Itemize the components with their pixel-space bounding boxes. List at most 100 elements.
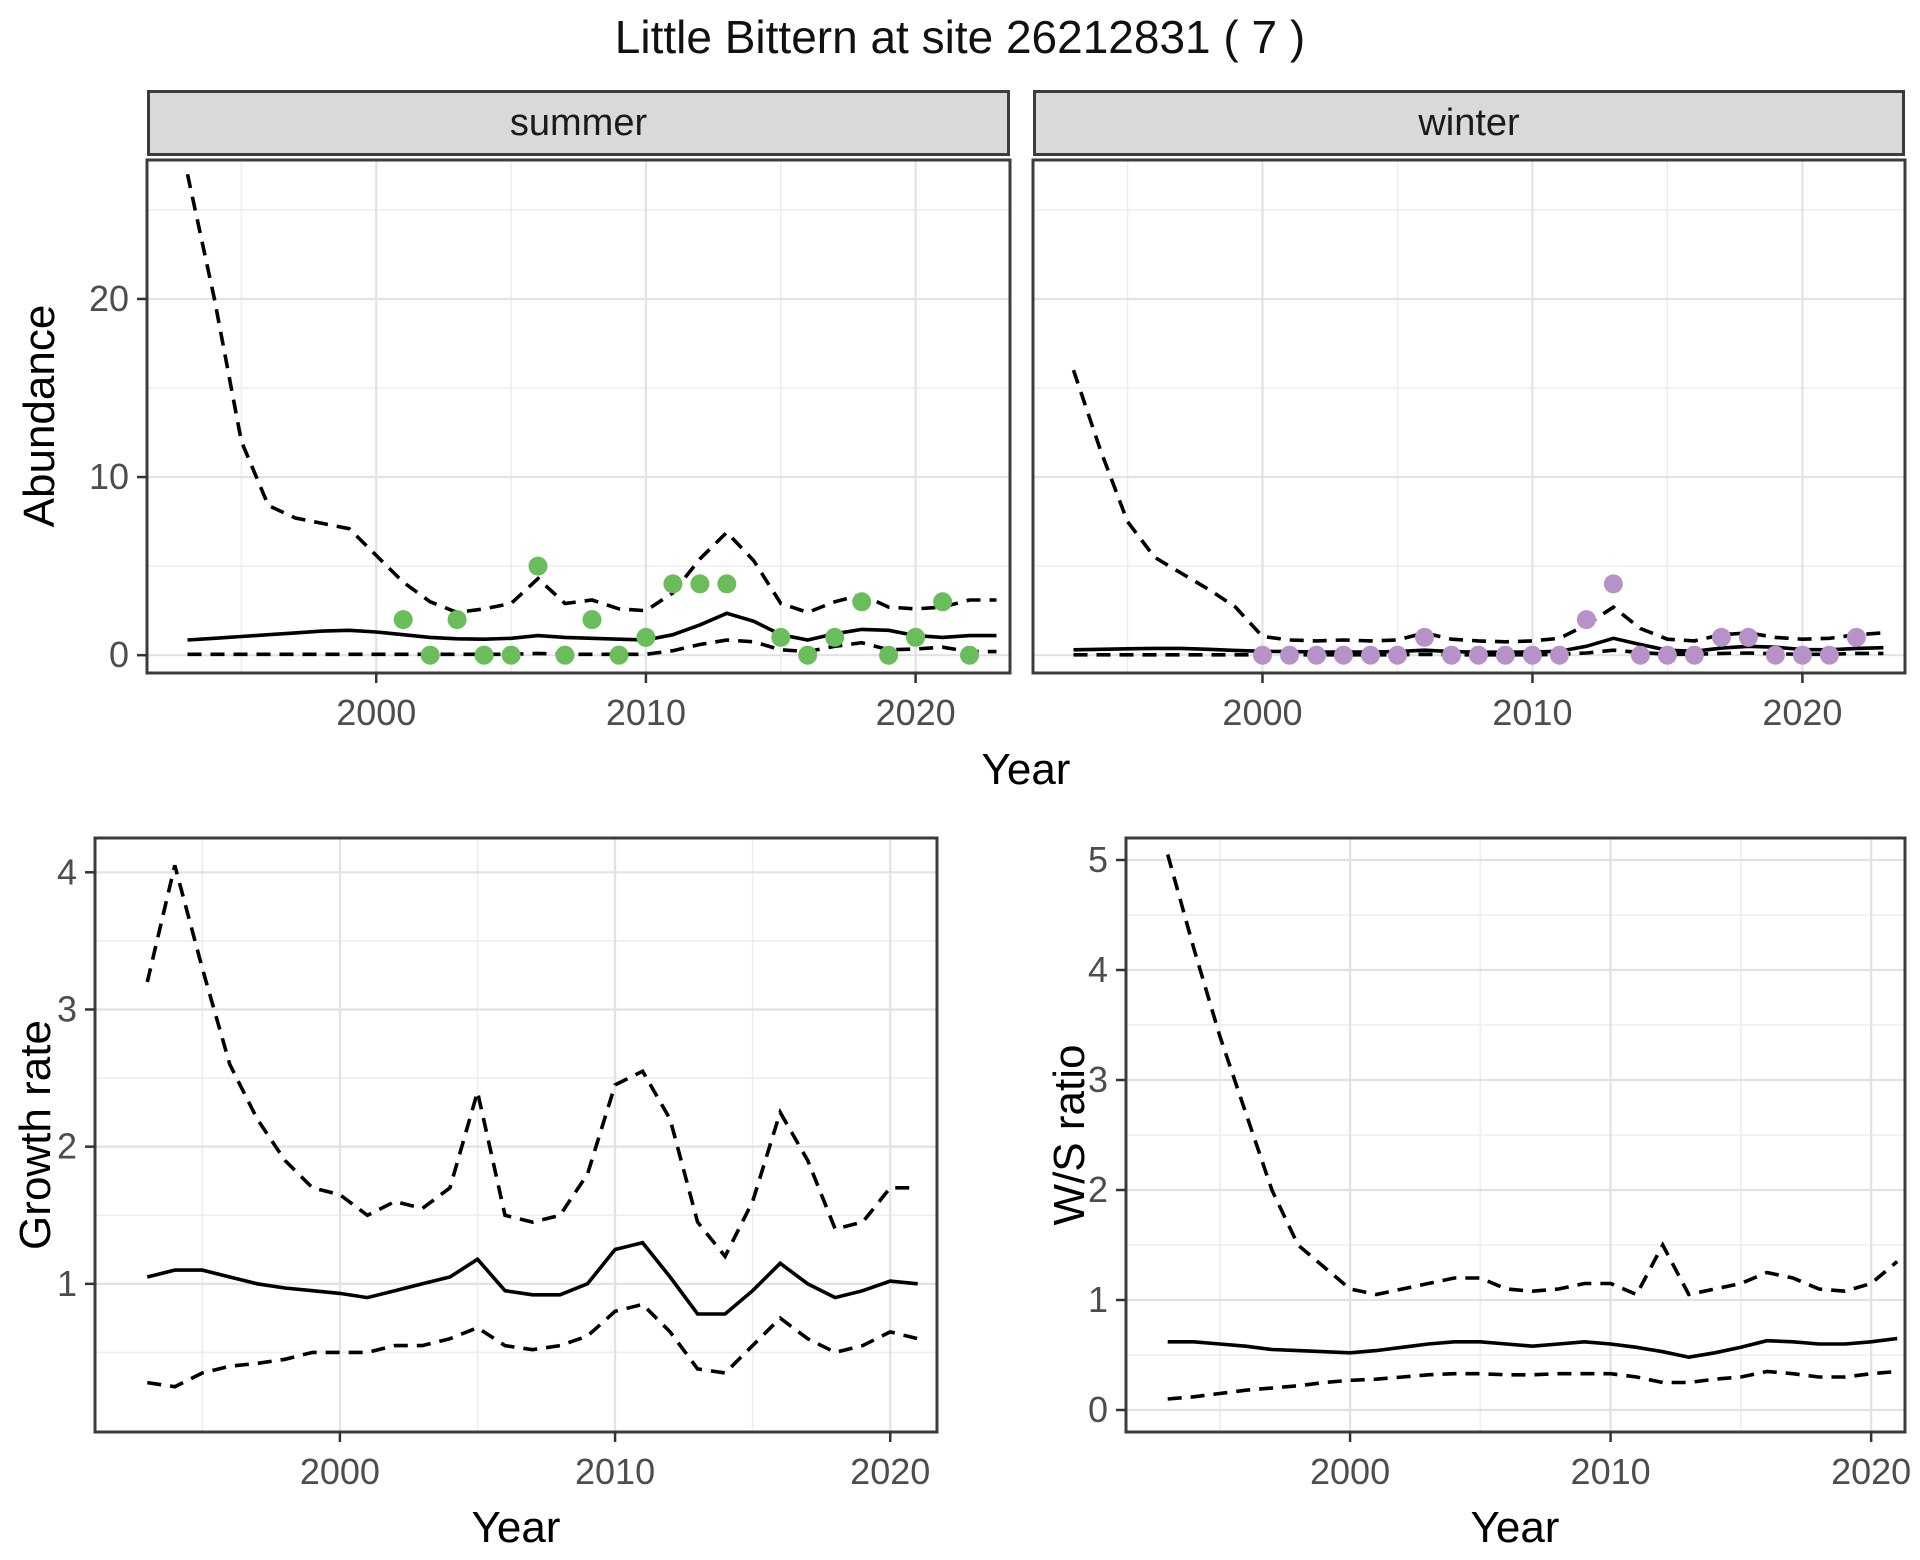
x-axis-title-year-top: Year [981,745,1071,794]
facet-strip-winter: winter [1033,90,1905,156]
obs-dot-summer [609,645,629,665]
x-tick-label: 2000 [300,1451,380,1492]
y-tick-label: 0 [1088,1389,1108,1430]
y-tick-label: 4 [1088,949,1108,990]
obs-dot-winter [1307,645,1326,665]
obs-dot-winter [1549,645,1569,665]
obs-dot-summer [663,574,683,594]
x-tick-label: 2010 [1571,1451,1651,1492]
obs-dot-summer [852,592,872,612]
obs-dot-winter [1603,574,1623,594]
x-tick-label: 2020 [1762,692,1842,733]
x-axis-title-year-ws: Year [1470,1503,1560,1552]
obs-dot-winter [1657,645,1677,665]
x-tick-label: 2020 [850,1451,930,1492]
y-tick-label: 3 [1088,1059,1108,1100]
x-tick-label: 2000 [1310,1451,1390,1492]
x-tick-label: 2010 [606,692,686,733]
panel-ws: 2000 2010 2020 0 1 2 3 4 5 [1088,836,1911,1492]
obs-dot-winter [1765,645,1785,665]
data-layer-ws [1165,854,1899,1401]
obs-dot-winter [1280,645,1299,665]
x-tick-label: 2000 [1222,692,1302,733]
fit-line-ws [1167,1336,1898,1360]
data-layer-growth [145,864,919,1389]
y-axis-title-growth-rate: Growth rate [11,1020,60,1250]
obs-dot-winter [1630,645,1650,665]
fit-line-summer [187,611,997,642]
panel-summer: 2000 2010 2020 0 10 20 [89,158,1012,733]
obs-dot-summer [960,645,979,665]
lower-ci-line-growth [147,1302,919,1389]
data-layer-summer [185,173,997,665]
obs-dot-summer [879,645,899,665]
facet-strip-summer: summer [147,90,1010,156]
fit-line-growth [146,1240,918,1316]
obs-dot-winter [1576,610,1596,630]
y-tick-label: 0 [109,634,129,675]
panel-border-ws [1124,836,1907,1434]
upper-ci-line-growth [145,864,918,1260]
obs-dot-summer [690,574,710,594]
x-tick-label: 2010 [1492,692,1572,733]
upper-ci-line-winter [1071,369,1884,644]
panel-border-winter [1031,158,1907,675]
obs-dot-summer [474,645,494,665]
lower-ci-line-ws [1167,1369,1898,1401]
obs-dot-summer [420,645,440,665]
facet-label-summer: summer [509,101,648,144]
obs-dot-winter [1846,627,1866,647]
obs-dot-winter [1495,645,1515,665]
obs-dot-summer [771,627,791,647]
facet-label-winter: winter [1418,101,1520,144]
obs-dot-winter [1468,645,1488,665]
panel-winter: 2000 2010 2020 [1031,158,1907,733]
obs-dot-winter [1684,645,1704,665]
lower-ci-line-summer [187,638,997,657]
obs-dot-winter [1738,627,1758,647]
obs-dot-summer [906,627,926,647]
x-axis-title-year-growth: Year [471,1503,561,1552]
y-tick-label: 1 [1088,1279,1108,1320]
obs-dot-summer [636,627,656,647]
y-tick-label: 1 [57,1263,77,1304]
y-tick-label: 5 [1088,839,1108,880]
y-tick-label: 2 [1088,1169,1108,1210]
x-tick-label: 2020 [1831,1451,1911,1492]
panel-border-growth [93,836,939,1434]
obs-dot-winter [1442,645,1461,665]
x-tick-label: 2010 [575,1451,655,1492]
obs-dot-summer [717,574,737,594]
x-tick-label: 2000 [336,692,416,733]
obs-dot-winter [1711,627,1731,647]
obs-dot-winter [1522,645,1542,665]
obs-dot-winter [1361,645,1380,665]
obs-dot-summer [528,556,548,576]
obs-dot-winter [1334,645,1353,665]
obs-dot-summer [582,610,602,630]
obs-dot-winter [1415,627,1434,647]
obs-dot-winter [1253,645,1272,665]
obs-dot-summer [501,645,521,665]
y-axis-title-ws-ratio: W/S ratio [1045,1044,1094,1226]
panel-border-summer [145,158,1012,675]
y-tick-label: 2 [57,1126,77,1167]
obs-dot-winter [1388,645,1407,665]
panel-growth: 2000 2010 2020 1 2 3 4 [57,836,939,1492]
y-tick-label: 4 [57,851,77,892]
obs-dot-winter [1792,645,1812,665]
upper-ci-line-summer [185,173,997,615]
obs-dot-winter [1819,645,1839,665]
upper-ci-line-ws [1165,854,1899,1297]
obs-dot-summer [393,610,413,630]
y-tick-label: 3 [57,988,77,1029]
obs-dot-summer [447,610,467,630]
y-tick-label: 20 [89,278,129,319]
obs-dot-summer [798,645,818,665]
data-layer-winter [1071,369,1884,665]
obs-dot-summer [933,592,953,612]
y-tick-label: 10 [89,456,129,497]
x-tick-label: 2020 [876,692,956,733]
